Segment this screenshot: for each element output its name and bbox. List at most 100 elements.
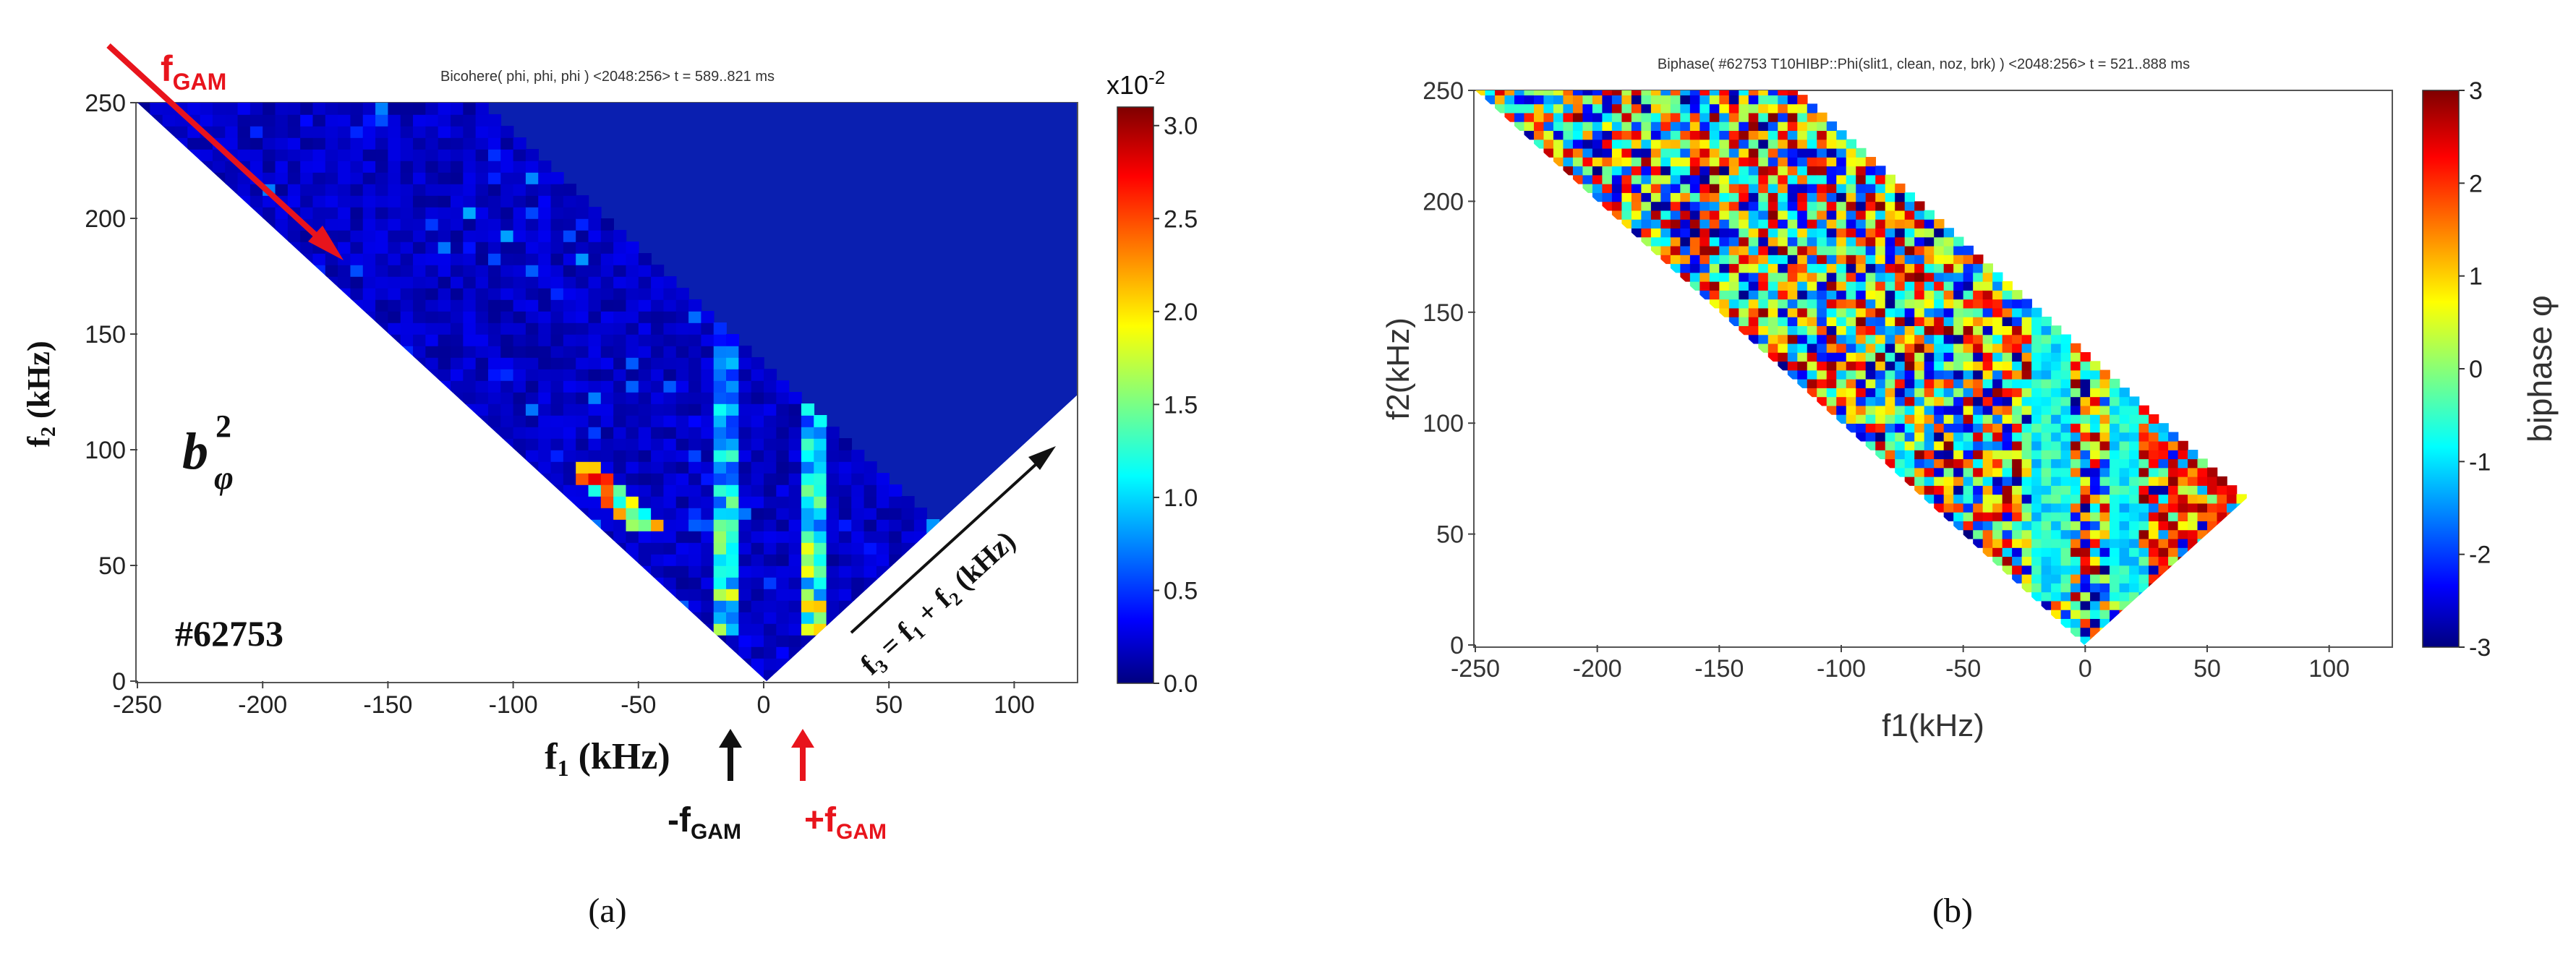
heatmap-cell [1943, 511, 1954, 521]
heatmap-cell [563, 369, 576, 381]
heatmap-cell [701, 415, 715, 427]
heatmap-cell [1748, 218, 1760, 229]
heatmap-cell [1807, 112, 1818, 122]
heatmap-cell [1934, 405, 1945, 415]
heatmap-cell [2207, 467, 2218, 477]
heatmap-cell [626, 403, 639, 416]
heatmap-cell [2129, 458, 2140, 469]
heatmap-cell [1797, 307, 1808, 317]
heatmap-cell [2090, 378, 2101, 388]
heatmap-cell [1739, 299, 1749, 309]
heatmap-cell [1739, 272, 1749, 282]
heatmap-cell [263, 114, 276, 127]
heatmap-cell [1767, 281, 1779, 291]
heatmap-cell [2110, 485, 2120, 495]
heatmap-cell [1709, 299, 1720, 309]
heatmap-cell [588, 369, 602, 381]
heatmap-cell [814, 612, 827, 624]
heatmap-cell [1934, 503, 1945, 513]
heatmap-cell [1699, 166, 1710, 176]
heatmap-cell [638, 484, 652, 497]
heatmap-cell [2021, 450, 2032, 460]
heatmap-cell [801, 403, 815, 416]
heatmap-cell [1680, 228, 1691, 238]
heatmap-cell [1943, 352, 1954, 362]
heatmap-cell [1767, 228, 1779, 238]
heatmap-cell [1963, 334, 1974, 344]
heatmap-cell [350, 114, 364, 127]
heatmap-cell [600, 311, 614, 323]
heatmap-cell [1836, 236, 1847, 247]
heatmap-cell [1660, 157, 1671, 167]
heatmap-cell [2070, 414, 2081, 424]
shot-label: #62753 [175, 613, 283, 654]
heatmap-cell [2031, 316, 2042, 327]
heatmap-cell [2002, 325, 2013, 336]
heatmap-cell [776, 380, 790, 393]
heatmap-cell [1924, 467, 1935, 477]
heatmap-cell [726, 612, 740, 624]
heatmap-cell [1689, 103, 1701, 114]
heatmap-cell [651, 392, 665, 404]
heatmap-cell [388, 218, 401, 231]
heatmap-cell [764, 380, 777, 393]
heatmap-cell [1807, 299, 1818, 309]
heatmap-cell [2041, 432, 2052, 442]
heatmap-cell [901, 519, 915, 531]
heatmap-cell [1631, 218, 1642, 229]
heatmap-cell [1865, 236, 1877, 247]
heatmap-cell [1895, 183, 1906, 193]
heatmap-cell [651, 334, 665, 346]
heatmap-cell [1719, 90, 1730, 95]
heatmap-cell [713, 334, 727, 346]
heatmap-cell [1758, 334, 1769, 344]
heatmap-cell [1602, 130, 1613, 140]
heatmap-cell [2149, 476, 2159, 486]
heatmap-cell [2012, 405, 2023, 415]
heatmap-cell [688, 542, 702, 555]
heatmap-cell [525, 230, 539, 242]
heatmap-cell [325, 172, 338, 184]
heatmap-cell [287, 172, 301, 184]
heatmap-cell [550, 265, 564, 277]
heatmap-cell [600, 392, 614, 404]
heatmap-cell [1543, 130, 1554, 140]
heatmap-cell [2207, 503, 2218, 513]
heatmap-cell [1699, 245, 1710, 255]
heatmap-cell [1758, 139, 1769, 149]
heatmap-cell [375, 126, 389, 138]
heatmap-cell [1934, 494, 1945, 504]
heatmap-cell [388, 276, 401, 289]
heatmap-cell [1865, 405, 1877, 415]
heatmap-cell [738, 542, 752, 555]
heatmap-cell [1514, 95, 1525, 105]
heatmap-cell [1982, 458, 1993, 469]
heatmap-cell [487, 334, 502, 346]
colorbar-tick-label: 1 [2469, 263, 2483, 291]
heatmap-cell [613, 531, 627, 543]
heatmap-cell [638, 403, 652, 416]
heatmap-cell [1963, 281, 1974, 291]
heatmap-cell [1680, 245, 1691, 255]
heatmap-cell [1973, 316, 1984, 327]
heatmap-cell [814, 600, 827, 612]
heatmap-cell [1767, 201, 1779, 211]
heatmap-cell [2129, 414, 2140, 424]
heatmap-cell [1787, 263, 1799, 273]
heatmap-cell [1728, 218, 1740, 229]
heatmap-cell [1739, 201, 1749, 211]
heatmap-cell [2051, 378, 2062, 388]
heatmap-cell [2090, 521, 2101, 531]
y-tick-label: 200 [85, 205, 126, 233]
heatmap-cell [726, 369, 740, 381]
heatmap-cell [463, 218, 477, 231]
panel-b-xlabel: f1(kHz) [1882, 708, 1984, 743]
heatmap-cell [2110, 600, 2120, 610]
heatmap-cell [688, 565, 702, 578]
heatmap-cell [1826, 290, 1838, 300]
heatmap-cell [1885, 174, 1896, 184]
heatmap-cell [500, 322, 514, 335]
heatmap-cell [1621, 201, 1632, 211]
panel-b-colorbar-label: biphase φ [2521, 295, 2559, 443]
heatmap-cell [1797, 157, 1808, 167]
